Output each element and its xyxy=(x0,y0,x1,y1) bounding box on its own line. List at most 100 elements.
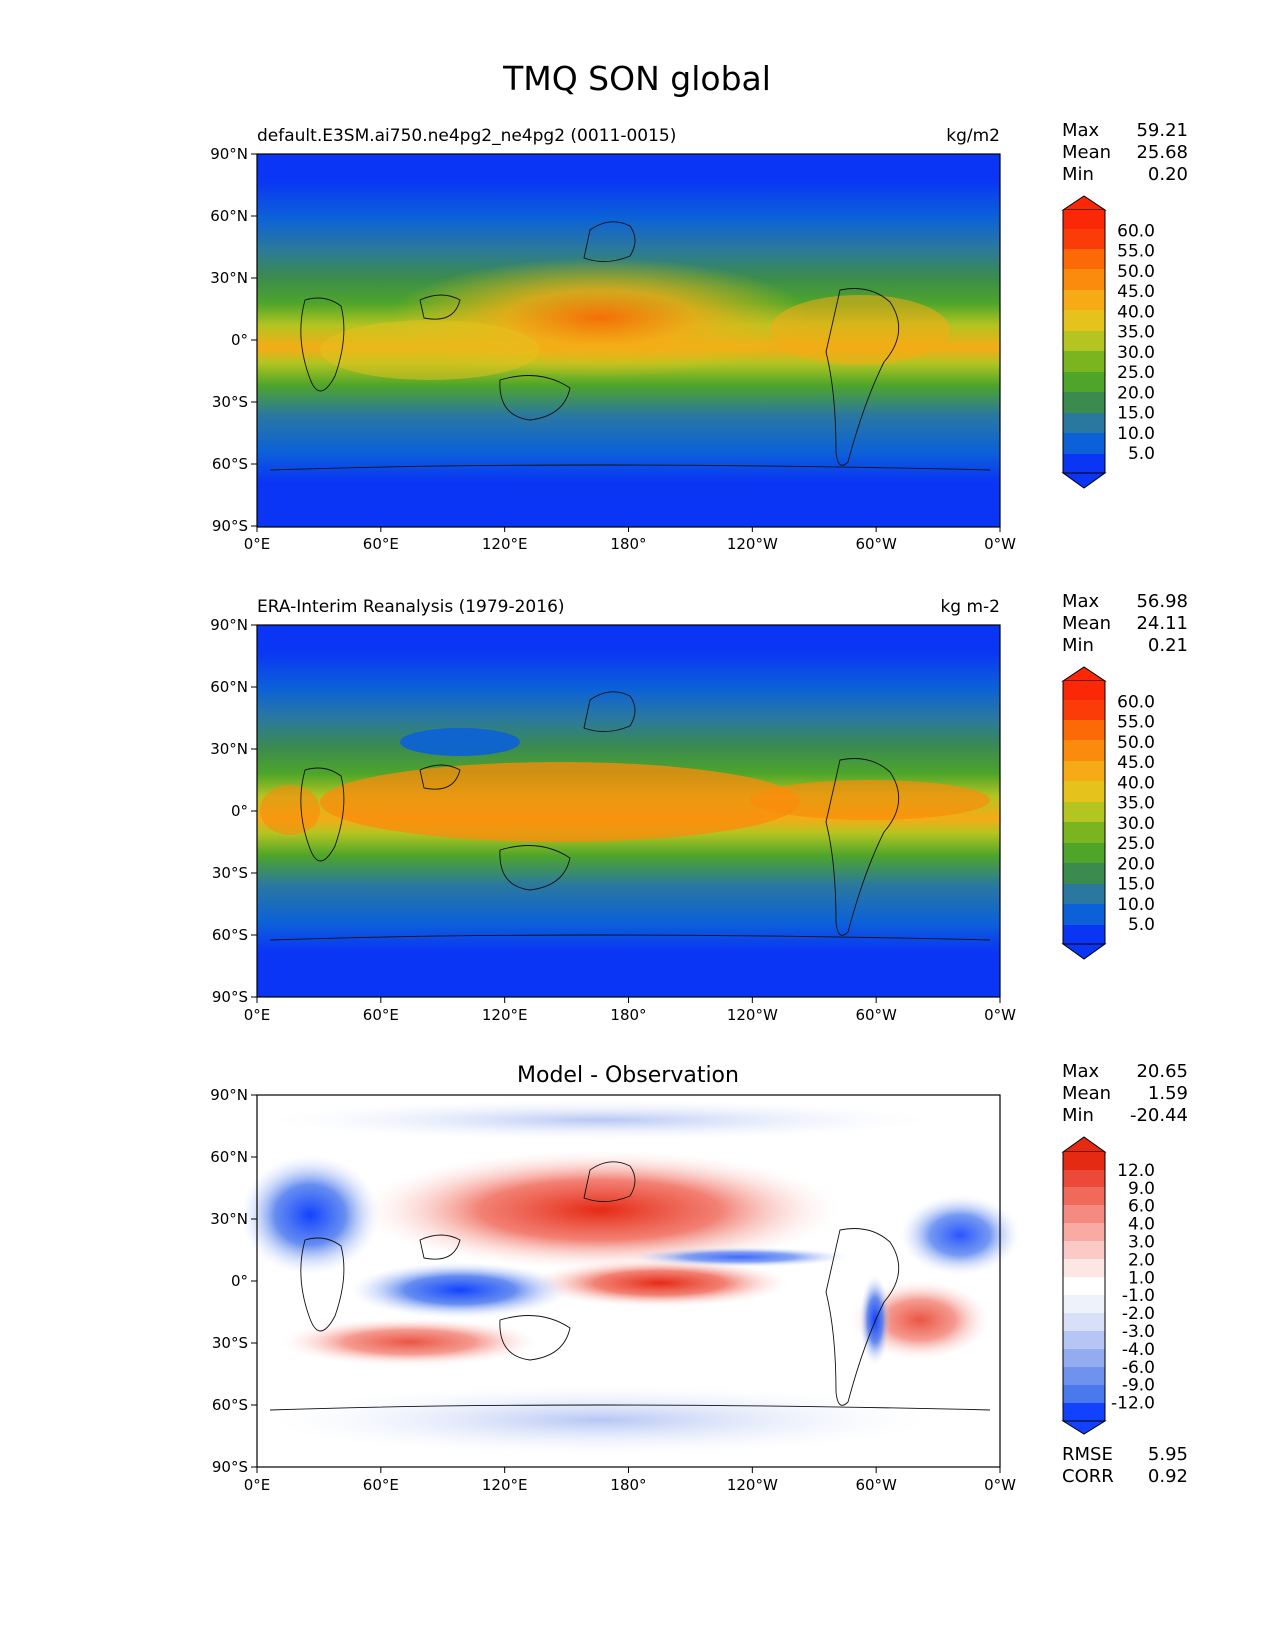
lon-tick-label: 120°E xyxy=(482,535,528,553)
panel-reference-colorbar[interactable] xyxy=(1061,666,1107,960)
lon-tick-label: 120°W xyxy=(727,535,778,553)
colorbar-tick-label: -12.0 xyxy=(1111,1394,1155,1414)
lon-tick-label: 120°W xyxy=(727,1476,778,1494)
stat-value: 56.98 xyxy=(1136,591,1188,612)
lat-tick-label: 90°S xyxy=(212,988,248,1006)
stat-value: 0.21 xyxy=(1148,635,1188,656)
panel-reference-title: ERA-Interim Reanalysis (1979-2016) xyxy=(257,597,565,617)
panel-reference: ERA-Interim Reanalysis (1979-2016) kg m-… xyxy=(256,597,1107,998)
metric-value: 5.95 xyxy=(1148,1444,1188,1465)
lon-tick-label: 120°W xyxy=(727,1006,778,1024)
lon-tick-label: 60°W xyxy=(855,1476,897,1494)
stat-label: Min xyxy=(1062,164,1094,185)
panel-difference-map xyxy=(240,1094,1020,1468)
panel-difference: Model - Observation xyxy=(240,1063,1107,1468)
lat-tick-label: 30°S xyxy=(212,393,248,411)
panel-reference-units: kg m-2 xyxy=(940,597,1000,617)
lon-tick-label: 0°W xyxy=(984,535,1016,553)
metric-label: CORR xyxy=(1062,1466,1114,1487)
panel-test-title: default.E3SM.ai750.ne4pg2_ne4pg2 (0011-0… xyxy=(257,126,676,146)
colorbar-tick-label: 45.0 xyxy=(1117,282,1155,302)
lon-tick-label: 0°W xyxy=(984,1476,1016,1494)
figure-title: TMQ SON global xyxy=(502,59,771,98)
lon-tick-label: 60°E xyxy=(363,1006,399,1024)
colorbar-tick-label: 25.0 xyxy=(1117,363,1155,383)
lat-tick-label: 60°N xyxy=(210,1148,248,1166)
colorbar-tick-label: 60.0 xyxy=(1117,221,1155,241)
metric-value: 0.92 xyxy=(1148,1466,1188,1487)
lat-tick-label: 90°N xyxy=(210,616,248,634)
lon-tick-label: 120°E xyxy=(482,1476,528,1494)
lat-tick-label: 0° xyxy=(231,331,248,349)
colorbar-tick-label: 60.0 xyxy=(1117,692,1155,712)
panel-difference-colorbar[interactable] xyxy=(1061,1136,1107,1435)
colorbar-tick-label: 5.0 xyxy=(1128,915,1155,935)
colorbar-tick-label: 30.0 xyxy=(1117,343,1155,363)
lon-tick-label: 0°W xyxy=(984,1006,1016,1024)
lon-tick-label: 120°E xyxy=(482,1006,528,1024)
lon-tick-label: 60°W xyxy=(855,535,897,553)
metric-label: RMSE xyxy=(1062,1444,1113,1465)
stat-label: Max xyxy=(1062,1061,1100,1082)
panel-reference-map xyxy=(256,624,1001,998)
stat-label: Mean xyxy=(1062,142,1111,163)
colorbar-tick-label: 3.0 xyxy=(1128,1233,1155,1253)
lon-tick-label: 180° xyxy=(610,1476,646,1494)
lon-tick-label: 180° xyxy=(610,1006,646,1024)
lat-tick-label: 30°S xyxy=(212,864,248,882)
lat-tick-label: 0° xyxy=(231,1272,248,1290)
colorbar-tick-label: 12.0 xyxy=(1117,1161,1155,1181)
lat-tick-label: 60°N xyxy=(210,678,248,696)
lat-tick-label: 60°S xyxy=(212,926,248,944)
lat-tick-label: 90°S xyxy=(212,517,248,535)
colorbar-tick-label: 5.0 xyxy=(1128,444,1155,464)
lat-tick-label: 90°N xyxy=(210,145,248,163)
panel-test: default.E3SM.ai750.ne4pg2_ne4pg2 (0011-0… xyxy=(256,126,1107,528)
panel-difference-title: Model - Observation xyxy=(517,1063,739,1088)
colorbar-tick-label: 45.0 xyxy=(1117,753,1155,773)
colorbar-tick-label: 20.0 xyxy=(1117,854,1155,874)
colorbar-tick-label: 25.0 xyxy=(1117,834,1155,854)
lon-tick-label: 0°E xyxy=(244,1476,271,1494)
lat-tick-label: 60°N xyxy=(210,207,248,225)
stat-value: -20.44 xyxy=(1130,1105,1188,1126)
stat-value: 0.20 xyxy=(1148,164,1188,185)
lat-tick-label: 90°S xyxy=(212,1458,248,1476)
colorbar-tick-label: 2.0 xyxy=(1128,1250,1155,1270)
colorbar-tick-label: 15.0 xyxy=(1117,875,1155,895)
stat-label: Mean xyxy=(1062,613,1111,634)
colorbar-tick-label: 1.0 xyxy=(1128,1268,1155,1288)
colorbar-tick-label: 9.0 xyxy=(1128,1179,1155,1199)
colorbar-tick-label: 10.0 xyxy=(1117,895,1155,915)
lat-tick-label: 30°N xyxy=(210,1210,248,1228)
stat-label: Min xyxy=(1062,635,1094,656)
colorbar-tick-label: -2.0 xyxy=(1122,1304,1155,1324)
lon-tick-label: 60°E xyxy=(363,1476,399,1494)
colorbar-tick-label: 35.0 xyxy=(1117,794,1155,814)
lat-tick-label: 30°N xyxy=(210,269,248,287)
colorbar-tick-label: 40.0 xyxy=(1117,773,1155,793)
stat-label: Max xyxy=(1062,591,1100,612)
panel-test-units: kg/m2 xyxy=(946,126,1000,146)
colorbar-tick-label: 50.0 xyxy=(1117,262,1155,282)
stat-label: Mean xyxy=(1062,1083,1111,1104)
colorbar-tick-label: 10.0 xyxy=(1117,424,1155,444)
colorbar-tick-label: -9.0 xyxy=(1122,1376,1155,1396)
colorbar-tick-label: 4.0 xyxy=(1128,1215,1155,1235)
lon-tick-label: 60°E xyxy=(363,535,399,553)
dynamic-labels: 90°N60°N30°N0°30°S60°S90°S0°E 60°E 120°E 18… xyxy=(210,120,1188,1494)
colorbar-tick-label: 40.0 xyxy=(1117,302,1155,322)
colorbar-tick-label: -6.0 xyxy=(1122,1358,1155,1378)
panel-test-colorbar[interactable] xyxy=(1061,195,1107,489)
colorbar-tick-label: -1.0 xyxy=(1122,1286,1155,1306)
stat-value: 1.59 xyxy=(1148,1083,1188,1104)
lat-tick-label: 30°S xyxy=(212,1334,248,1352)
lon-tick-label: 60°W xyxy=(855,1006,897,1024)
stat-label: Max xyxy=(1062,120,1100,141)
colorbar-tick-label: 20.0 xyxy=(1117,383,1155,403)
colorbar-tick-label: -4.0 xyxy=(1122,1340,1155,1360)
lat-tick-label: 90°N xyxy=(210,1086,248,1104)
colorbar-tick-label: 15.0 xyxy=(1117,404,1155,424)
colorbar-tick-label: 30.0 xyxy=(1117,814,1155,834)
colorbar-tick-label: 50.0 xyxy=(1117,733,1155,753)
